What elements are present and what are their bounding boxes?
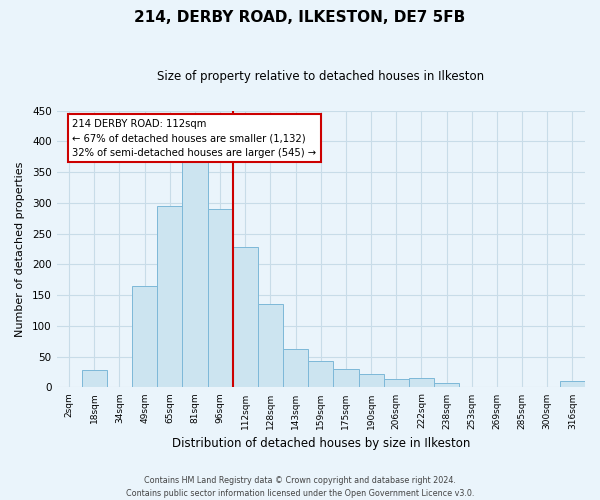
Bar (283, 350, 308, 388)
Bar (334, 369, 359, 388)
Bar (434, 382, 459, 388)
Bar (233, 247, 258, 388)
Bar (82, 370, 107, 388)
Bar (132, 286, 157, 388)
Bar (409, 378, 434, 388)
Bar (308, 361, 334, 388)
Bar (258, 304, 283, 388)
X-axis label: Distribution of detached houses by size in Ilkeston: Distribution of detached houses by size … (172, 437, 470, 450)
Bar (208, 209, 233, 388)
Bar (157, 206, 182, 388)
Y-axis label: Number of detached properties: Number of detached properties (15, 162, 25, 336)
Bar (383, 379, 409, 388)
Bar (560, 382, 585, 388)
Text: 214 DERBY ROAD: 112sqm
← 67% of detached houses are smaller (1,132)
32% of semi-: 214 DERBY ROAD: 112sqm ← 67% of detached… (73, 119, 317, 158)
Title: Size of property relative to detached houses in Ilkeston: Size of property relative to detached ho… (157, 70, 484, 83)
Text: Contains HM Land Registry data © Crown copyright and database right 2024.
Contai: Contains HM Land Registry data © Crown c… (126, 476, 474, 498)
Bar (359, 374, 383, 388)
Text: 214, DERBY ROAD, ILKESTON, DE7 5FB: 214, DERBY ROAD, ILKESTON, DE7 5FB (134, 10, 466, 25)
Bar (182, 160, 208, 388)
